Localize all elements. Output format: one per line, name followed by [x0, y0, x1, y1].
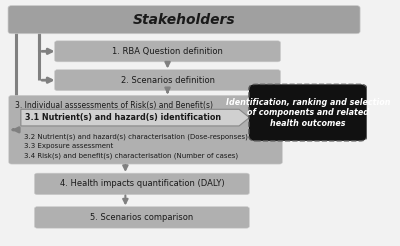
Text: Stakeholders: Stakeholders — [133, 13, 235, 27]
FancyBboxPatch shape — [9, 95, 282, 164]
FancyBboxPatch shape — [34, 207, 249, 228]
FancyBboxPatch shape — [55, 70, 280, 91]
Text: 3. Individual asssessments of Risk(s) and Benefit(s): 3. Individual asssessments of Risk(s) an… — [15, 101, 213, 110]
Text: 3.1 Nutrient(s) and hazard(s) identification: 3.1 Nutrient(s) and hazard(s) identifica… — [25, 113, 221, 122]
Text: 2. Scenarios definition: 2. Scenarios definition — [120, 76, 214, 85]
FancyBboxPatch shape — [55, 41, 280, 62]
Text: Identification, ranking and selection
of components and related
health outcomes: Identification, ranking and selection of… — [226, 98, 390, 127]
Text: 4. Health impacts quantification (DALY): 4. Health impacts quantification (DALY) — [60, 179, 224, 188]
FancyBboxPatch shape — [8, 6, 360, 34]
FancyBboxPatch shape — [34, 173, 249, 195]
Text: 3.3 Exposure assessment: 3.3 Exposure assessment — [24, 142, 113, 149]
Text: 3.4 Risk(s) and benefit(s) characterisation (Number of cases): 3.4 Risk(s) and benefit(s) characterisat… — [24, 152, 238, 158]
Polygon shape — [21, 109, 249, 126]
Text: 5. Scenarios comparison: 5. Scenarios comparison — [90, 213, 194, 222]
FancyBboxPatch shape — [249, 84, 367, 141]
Text: 1. RBA Question definition: 1. RBA Question definition — [112, 47, 223, 56]
Text: 3.2 Nutrient(s) and hazard(s) characterisation (Dose-responses): 3.2 Nutrient(s) and hazard(s) characteri… — [24, 133, 248, 140]
